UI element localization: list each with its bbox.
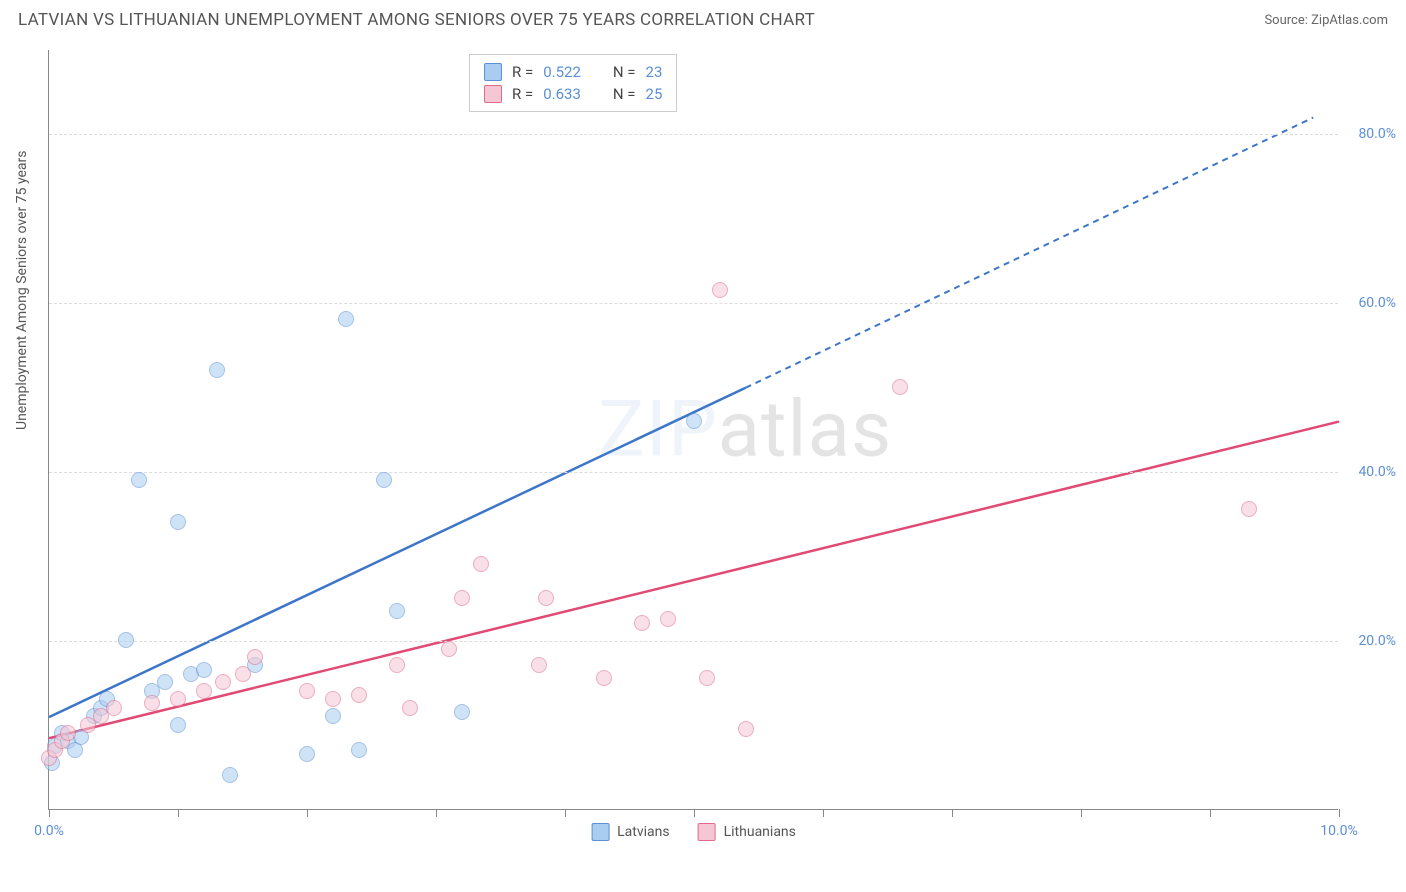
regression-line-lithuanians	[49, 422, 1339, 739]
data-point-lithuanians	[389, 657, 405, 673]
n-label: N =	[613, 63, 636, 81]
data-point-lithuanians	[196, 683, 212, 699]
series-legend: Latvians Lithuanians	[591, 823, 796, 841]
watermark-zip: ZIP	[598, 384, 718, 475]
data-point-latvians	[351, 742, 367, 758]
source-attribution: Source: ZipAtlas.com	[1264, 13, 1388, 28]
gridline	[49, 303, 1338, 304]
data-point-lithuanians	[596, 670, 612, 686]
data-point-lithuanians	[454, 590, 470, 606]
scatter-plot-area: R = 0.522 N = 23 R = 0.633 N = 25 ZIPatl…	[48, 50, 1338, 810]
data-point-latvians	[170, 514, 186, 530]
data-point-lithuanians	[351, 687, 367, 703]
data-point-latvians	[686, 413, 702, 429]
gridline	[49, 134, 1338, 135]
legend-item-latvians: Latvians	[591, 823, 670, 841]
chart-title: LATVIAN VS LITHUANIAN UNEMPLOYMENT AMONG…	[18, 10, 815, 30]
gridline	[49, 472, 1338, 473]
swatch-lithuanians-icon	[484, 85, 502, 103]
data-point-lithuanians	[60, 725, 76, 741]
x-tick	[49, 809, 50, 817]
data-point-latvians	[131, 472, 147, 488]
data-point-lithuanians	[215, 674, 231, 690]
stats-row-lithuanians: R = 0.633 N = 25	[484, 83, 662, 105]
r-value: 0.522	[543, 63, 581, 81]
swatch-latvians-icon	[484, 63, 502, 81]
data-point-lithuanians	[441, 641, 457, 657]
y-axis-label: Unemployment Among Seniors over 75 years	[14, 151, 30, 431]
data-point-lithuanians	[106, 700, 122, 716]
watermark-atlas: atlas	[718, 384, 893, 475]
r-value: 0.633	[543, 85, 581, 103]
x-tick-label: 0.0%	[34, 823, 64, 839]
data-point-latvians	[209, 362, 225, 378]
regression-line-dashed-latvians	[746, 118, 1314, 388]
data-point-lithuanians	[699, 670, 715, 686]
source-value: ZipAtlas.com	[1311, 13, 1388, 28]
x-tick	[1081, 809, 1082, 817]
data-point-lithuanians	[892, 379, 908, 395]
chart-header: LATVIAN VS LITHUANIAN UNEMPLOYMENT AMONG…	[0, 0, 1406, 36]
data-point-latvians	[196, 662, 212, 678]
data-point-lithuanians	[235, 666, 251, 682]
swatch-latvians-icon	[591, 823, 609, 841]
data-point-latvians	[325, 708, 341, 724]
r-label: R =	[512, 85, 533, 103]
x-tick	[565, 809, 566, 817]
data-point-lithuanians	[402, 700, 418, 716]
x-tick	[436, 809, 437, 817]
r-label: R =	[512, 63, 533, 81]
legend-label: Latvians	[617, 824, 670, 840]
data-point-lithuanians	[144, 695, 160, 711]
data-point-latvians	[376, 472, 392, 488]
x-tick	[823, 809, 824, 817]
x-tick	[1339, 809, 1340, 817]
data-point-latvians	[170, 717, 186, 733]
data-point-lithuanians	[473, 556, 489, 572]
x-tick	[952, 809, 953, 817]
y-tick-label: 40.0%	[1358, 464, 1396, 480]
gridline	[49, 641, 1338, 642]
y-tick-label: 60.0%	[1358, 295, 1396, 311]
x-tick	[178, 809, 179, 817]
data-point-lithuanians	[634, 615, 650, 631]
n-value: 23	[646, 63, 663, 81]
data-point-latvians	[222, 767, 238, 783]
data-point-latvians	[389, 603, 405, 619]
data-point-lithuanians	[170, 691, 186, 707]
legend-item-lithuanians: Lithuanians	[698, 823, 796, 841]
data-point-latvians	[299, 746, 315, 762]
regression-lines	[49, 50, 1338, 809]
x-tick-label: 10.0%	[1320, 823, 1358, 839]
data-point-lithuanians	[325, 691, 341, 707]
data-point-lithuanians	[712, 282, 728, 298]
x-tick	[1210, 809, 1211, 817]
data-point-latvians	[454, 704, 470, 720]
data-point-lithuanians	[247, 649, 263, 665]
stats-row-latvians: R = 0.522 N = 23	[484, 61, 662, 83]
n-label: N =	[613, 85, 636, 103]
x-tick	[307, 809, 308, 817]
correlation-stats-box: R = 0.522 N = 23 R = 0.633 N = 25	[469, 54, 677, 112]
data-point-lithuanians	[738, 721, 754, 737]
data-point-latvians	[338, 311, 354, 327]
data-point-latvians	[118, 632, 134, 648]
data-point-lithuanians	[538, 590, 554, 606]
n-value: 25	[646, 85, 663, 103]
swatch-lithuanians-icon	[698, 823, 716, 841]
y-tick-label: 20.0%	[1358, 633, 1396, 649]
data-point-lithuanians	[299, 683, 315, 699]
data-point-lithuanians	[1241, 501, 1257, 517]
x-tick	[694, 809, 695, 817]
legend-label: Lithuanians	[724, 824, 796, 840]
watermark: ZIPatlas	[598, 384, 892, 475]
source-label: Source:	[1264, 13, 1307, 28]
y-tick-label: 80.0%	[1358, 126, 1396, 142]
data-point-lithuanians	[660, 611, 676, 627]
data-point-lithuanians	[531, 657, 547, 673]
data-point-latvians	[157, 674, 173, 690]
